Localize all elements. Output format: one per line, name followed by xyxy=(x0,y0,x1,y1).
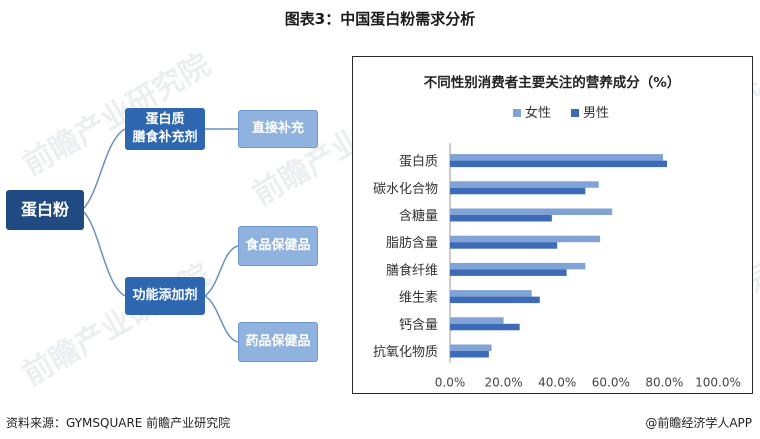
x-tick-label: 20.0% xyxy=(485,376,523,390)
chart-title: 不同性别消费者主要关注的营养成分（%） xyxy=(424,74,681,91)
bar-female xyxy=(450,181,599,188)
bar-male xyxy=(450,351,489,358)
bar-female xyxy=(450,262,586,270)
category-label: 抗氧化物质 xyxy=(373,345,438,360)
bar-female xyxy=(450,290,532,297)
mindmap-node-additive: 功能添加剂 xyxy=(125,277,205,315)
legend-swatch-0 xyxy=(513,109,521,117)
bar-female xyxy=(450,235,601,243)
category-label: 含糖量 xyxy=(399,208,438,224)
bar-male xyxy=(450,187,586,195)
mindmap-root-node: 蛋白粉 xyxy=(6,190,84,230)
chart-panel: 不同性别消费者主要关注的营养成分（%） 女性 男性蛋白质碳水化合物含糖量脂肪含量膳食… xyxy=(352,56,753,394)
source-note: 资料来源：GYMSQUARE 前瞻产业研究院 xyxy=(6,416,231,430)
mindmap-node-supplement: 蛋白质 膳食补充剂 xyxy=(125,108,205,150)
bar-female xyxy=(450,154,664,161)
category-label: 脂肪含量 xyxy=(386,235,438,251)
x-tick-label: 0.0% xyxy=(435,376,466,390)
x-tick-label: 100.0% xyxy=(695,376,741,390)
bar-female xyxy=(450,344,492,351)
connector-additive-food xyxy=(204,245,239,297)
x-tick-label: 60.0% xyxy=(592,376,630,390)
category-label: 维生素 xyxy=(399,291,438,306)
bar-male xyxy=(450,323,520,331)
bar-female xyxy=(450,317,504,324)
bar-male xyxy=(450,296,540,304)
figure-title: 图表3：中国蛋白粉需求分析 xyxy=(284,10,476,28)
connector-root-supplement xyxy=(83,128,126,209)
category-label: 钙含量 xyxy=(399,317,438,333)
category-label: 膳食纤维 xyxy=(386,262,438,278)
bar-male xyxy=(450,269,567,276)
connector-additive-drug xyxy=(204,295,239,343)
x-tick-label: 80.0% xyxy=(645,376,683,390)
mindmap-connectors xyxy=(83,128,239,343)
bar-female xyxy=(450,208,613,215)
mindmap-node-food: 食品保健品 xyxy=(238,226,318,266)
bar-male xyxy=(450,160,668,168)
bar-chart: 不同性别消费者主要关注的营养成分（%） 女性 男性蛋白质碳水化合物含糖量脂肪含量膳食… xyxy=(373,74,741,390)
mindmap-node-direct: 直接补充 xyxy=(238,110,318,148)
legend-label-0: 女性 xyxy=(525,105,551,121)
connector-root-additive xyxy=(83,211,126,297)
bar-male xyxy=(450,242,558,249)
category-label: 碳水化合物 xyxy=(373,182,438,197)
brand-note: @前瞻经济学人APP xyxy=(645,416,752,430)
mindmap-node-drug: 药品保健品 xyxy=(238,322,318,362)
legend-label-1: 男性 xyxy=(583,106,609,121)
category-label: 蛋白质 xyxy=(399,154,438,170)
legend-swatch-1 xyxy=(571,109,579,117)
bar-male xyxy=(450,215,552,222)
x-tick-label: 40.0% xyxy=(538,376,576,390)
